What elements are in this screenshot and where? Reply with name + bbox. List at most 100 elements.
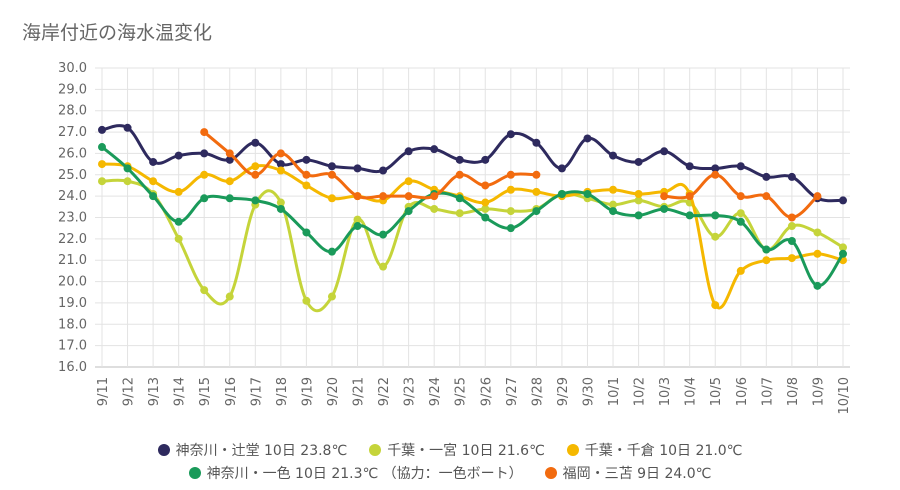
data-point — [123, 164, 132, 173]
x-tick-label: 10/8 — [786, 377, 801, 406]
data-point — [225, 155, 234, 164]
y-tick-label: 30.0 — [58, 61, 87, 76]
data-point — [379, 192, 388, 201]
data-point — [276, 204, 285, 213]
data-point — [762, 245, 771, 254]
series-line — [101, 162, 844, 310]
y-tick-label: 25.0 — [58, 168, 87, 183]
data-point — [149, 157, 158, 166]
data-point — [276, 198, 285, 207]
y-tick-label: 21.0 — [58, 253, 87, 268]
x-tick-label: 9/12 — [122, 377, 137, 406]
x-tick-label: 9/29 — [556, 377, 571, 406]
x-tick-label: 10/9 — [811, 377, 826, 406]
data-point — [327, 162, 336, 171]
legend-marker — [544, 467, 557, 479]
data-point — [481, 181, 490, 190]
data-point — [327, 194, 336, 203]
data-point — [660, 192, 669, 201]
data-point — [532, 138, 541, 147]
x-tick-label: 10/5 — [709, 377, 724, 406]
data-point — [583, 190, 592, 199]
y-tick-label: 26.0 — [58, 146, 87, 161]
data-point — [174, 187, 183, 196]
data-point — [711, 164, 720, 173]
legend-marker — [369, 444, 382, 456]
y-tick-label: 29.0 — [58, 82, 87, 97]
data-point — [379, 166, 388, 175]
data-point — [225, 292, 234, 301]
legend-label: 神奈川・辻堂 10日 23.8℃ — [175, 443, 348, 459]
legend-label: 福岡・三苫 9日 24.0℃ — [562, 466, 712, 482]
legend-marker — [188, 467, 201, 479]
data-point — [736, 209, 745, 218]
data-point — [379, 262, 388, 271]
data-point — [634, 157, 643, 166]
data-point — [200, 149, 209, 158]
data-point — [149, 177, 158, 186]
data-point — [736, 192, 745, 201]
data-point — [455, 170, 464, 179]
x-tick-label: 9/27 — [505, 377, 520, 406]
data-point — [481, 155, 490, 164]
data-point — [302, 181, 311, 190]
x-tick-label: 9/23 — [403, 377, 418, 406]
series-3 — [98, 160, 847, 310]
data-point — [353, 164, 362, 173]
data-point — [557, 190, 566, 199]
legend-item[interactable]: 福岡・三苫 9日 24.0℃ — [544, 463, 712, 483]
y-tick-label: 22.0 — [58, 232, 87, 247]
data-point — [455, 194, 464, 203]
data-point — [200, 194, 209, 203]
x-tick-label: 9/17 — [249, 377, 264, 406]
data-point — [762, 256, 771, 265]
legend-item[interactable]: 千葉・千倉 10日 21.0℃ — [566, 440, 742, 460]
data-point — [583, 134, 592, 143]
y-tick-label: 17.0 — [58, 339, 87, 354]
x-tick-label: 9/25 — [454, 377, 469, 406]
x-tick-label: 10/2 — [633, 377, 648, 406]
x-tick-label: 9/30 — [581, 377, 596, 406]
data-point — [404, 147, 413, 156]
data-point — [711, 301, 720, 310]
data-point — [200, 170, 209, 179]
x-tick-label: 9/20 — [326, 377, 341, 406]
data-point — [353, 192, 362, 201]
y-tick-label: 24.0 — [58, 189, 87, 204]
data-point — [634, 190, 643, 199]
data-point — [839, 196, 847, 205]
data-point — [430, 204, 439, 213]
data-point — [481, 198, 490, 207]
data-point — [149, 192, 158, 201]
legend-label: 神奈川・一色 10日 21.3℃ （協力：一色ボート） — [206, 466, 523, 482]
data-point — [839, 249, 847, 258]
data-point — [506, 170, 515, 179]
x-tick-label: 9/16 — [224, 377, 239, 406]
data-point — [327, 247, 336, 256]
data-point — [251, 196, 260, 205]
data-point — [787, 213, 796, 222]
legend-item[interactable]: 神奈川・一色 10日 21.3℃ （協力：一色ボート） — [188, 463, 523, 483]
data-point — [736, 266, 745, 275]
data-point — [251, 170, 260, 179]
data-point — [762, 172, 771, 181]
data-point — [123, 177, 132, 186]
data-point — [302, 228, 311, 237]
data-point — [634, 211, 643, 220]
data-point — [302, 170, 311, 179]
data-point — [225, 194, 234, 203]
data-point — [762, 192, 771, 201]
legend-item[interactable]: 神奈川・辻堂 10日 23.8℃ — [157, 440, 348, 460]
y-tick-label: 19.0 — [58, 296, 87, 311]
data-point — [174, 217, 183, 226]
x-tick-label: 9/26 — [479, 377, 494, 406]
legend-row: 神奈川・一色 10日 21.3℃ （協力：一色ボート） 福岡・三苫 9日 24.0… — [0, 463, 900, 483]
legend-item[interactable]: 千葉・一宮 10日 21.6℃ — [369, 440, 545, 460]
legend-marker — [566, 444, 579, 456]
x-tick-label: 9/13 — [147, 377, 162, 406]
data-point — [660, 204, 669, 213]
y-tick-label: 28.0 — [58, 104, 87, 119]
data-point — [327, 170, 336, 179]
data-point — [506, 130, 515, 139]
